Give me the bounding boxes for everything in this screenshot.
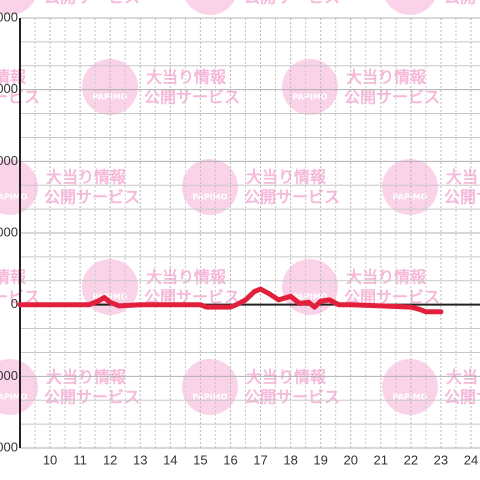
watermark-text: 大当り情報 bbox=[146, 68, 227, 87]
watermark-logo bbox=[0, 159, 38, 215]
watermark-text: 公開サービス bbox=[244, 388, 340, 407]
x-tick-label: 15 bbox=[193, 452, 207, 467]
line-series bbox=[17, 286, 444, 315]
y-tick-label: 0 bbox=[11, 296, 18, 311]
watermark-logo bbox=[382, 359, 438, 415]
watermark-logo-text: PAPIMO bbox=[0, 193, 28, 202]
x-tick-label: 22 bbox=[404, 452, 418, 467]
watermark-text: 大当り情報 bbox=[246, 368, 327, 387]
watermark-text: 公開サービス bbox=[444, 188, 480, 207]
watermark-text: 公開サービス bbox=[44, 388, 140, 407]
watermark-logo bbox=[185, 0, 235, 15]
watermark-text: 大当り情報 bbox=[446, 368, 480, 387]
watermark-text: 公開サービス bbox=[144, 288, 240, 307]
watermark-logo-text: PAPIMO bbox=[0, 393, 28, 402]
watermark-text: 公開サービス bbox=[44, 188, 140, 207]
watermark-logo-text: PAPIMO bbox=[193, 193, 228, 202]
watermark-logo bbox=[382, 159, 438, 215]
watermark-text: 公開サービス bbox=[444, 388, 480, 407]
watermark-text: 公開サービス bbox=[244, 188, 340, 207]
foreground-layer: -6,000 -3,000 0 3,000 6,000 9,000 12,000 10 11 12… bbox=[0, 9, 478, 467]
x-tick-label: 21 bbox=[374, 452, 388, 467]
y-tick-label: -6,000 bbox=[0, 439, 18, 454]
watermark-logo bbox=[385, 0, 435, 15]
watermark-text: 大当り情報 bbox=[146, 268, 227, 287]
watermark-text: 公開サービス bbox=[144, 88, 240, 107]
watermark-logo-text: PAPIMO bbox=[193, 393, 228, 402]
watermark-text: 公開サービス bbox=[244, 0, 340, 7]
watermark-text: 大当り情報 bbox=[446, 168, 480, 187]
watermark-logo bbox=[182, 359, 238, 415]
x-tick-label: 11 bbox=[73, 452, 87, 467]
watermark-text: 大当り情報 bbox=[346, 268, 427, 287]
x-tick-label: 24 bbox=[464, 452, 478, 467]
watermark-logo-text: PAPIMO bbox=[93, 293, 128, 302]
x-tick-label: 12 bbox=[103, 452, 117, 467]
y-tick-label: 3,000 bbox=[0, 224, 18, 239]
x-tick-label: 17 bbox=[253, 452, 267, 467]
watermark-logo bbox=[182, 159, 238, 215]
x-tick-label: 23 bbox=[434, 452, 448, 467]
y-tick-label: 9,000 bbox=[0, 81, 18, 96]
y-tick-label: 6,000 bbox=[0, 153, 18, 168]
watermark-text: 大当り情報 bbox=[346, 68, 427, 87]
watermark-logo-text: PAPIMO bbox=[293, 93, 328, 102]
grid-layer bbox=[20, 17, 480, 449]
x-tick-label: 18 bbox=[283, 452, 297, 467]
watermark-logo-text: PAPIMO bbox=[393, 193, 428, 202]
watermark-text: 大当り情報 bbox=[46, 168, 127, 187]
watermark-logo-text: PAPIMO bbox=[393, 0, 428, 2]
watermark-text: 大当り情報 bbox=[246, 168, 327, 187]
x-tick-label: 20 bbox=[343, 452, 357, 467]
watermark-logo bbox=[0, 359, 38, 415]
watermark-logo-text: PAPIMO bbox=[0, 0, 28, 2]
x-tick-label: 14 bbox=[163, 452, 177, 467]
x-tick-label: 13 bbox=[133, 452, 147, 467]
watermark-logo bbox=[282, 59, 338, 115]
y-tick-label: 12,000 bbox=[0, 9, 18, 24]
watermark-text: 大当り情報 bbox=[46, 368, 127, 387]
watermark-logo bbox=[0, 0, 35, 15]
x-tick-label: 19 bbox=[313, 452, 327, 467]
watermark-text: 大当り情報 bbox=[0, 268, 27, 287]
watermark-logo-text: PAPIMO bbox=[393, 393, 428, 402]
watermark-text: 公開サービス bbox=[444, 0, 480, 7]
watermark-text: 公開サービス bbox=[44, 0, 140, 7]
watermark-text: 公開サービス bbox=[344, 88, 440, 107]
x-tick-label: 10 bbox=[43, 452, 57, 467]
y-tick-label: -3,000 bbox=[0, 368, 18, 383]
watermark-logo-text: PAPIMO bbox=[293, 293, 328, 302]
watermark-logo-text: PAPIMO bbox=[93, 93, 128, 102]
watermark-logo-text: PAPIMO bbox=[193, 0, 228, 2]
x-tick-label: 16 bbox=[223, 452, 237, 467]
watermark-text: 公開サービス bbox=[344, 288, 440, 307]
